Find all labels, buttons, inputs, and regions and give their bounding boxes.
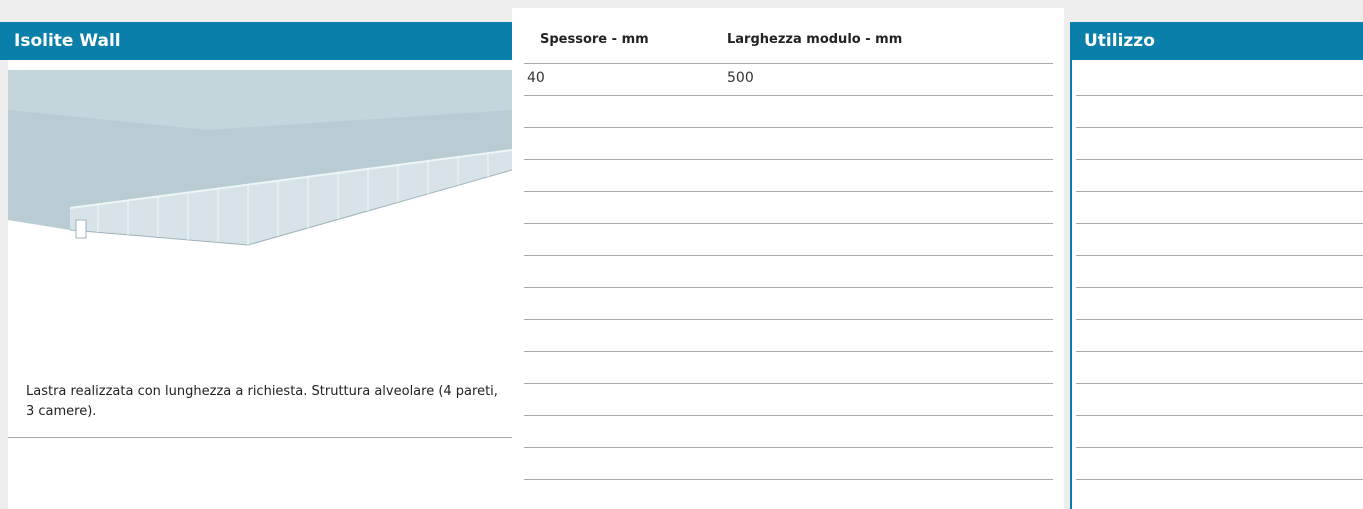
row-line bbox=[524, 319, 1053, 320]
row-line bbox=[1076, 383, 1363, 384]
row-line bbox=[524, 191, 1053, 192]
table-cell: 40 bbox=[527, 70, 545, 86]
row-line bbox=[1076, 351, 1363, 352]
description: Lastra realizzata con lunghezza a richie… bbox=[26, 382, 506, 422]
specs-panel bbox=[512, 8, 1064, 509]
row-line bbox=[1076, 127, 1363, 128]
row-line bbox=[1076, 287, 1363, 288]
row-line bbox=[1076, 223, 1363, 224]
row-line bbox=[1076, 159, 1363, 160]
row-line bbox=[1076, 447, 1363, 448]
row-line bbox=[1076, 479, 1363, 480]
row-line bbox=[1076, 415, 1363, 416]
row-line bbox=[1076, 191, 1363, 192]
product-image bbox=[8, 70, 512, 284]
row-line bbox=[524, 63, 1053, 64]
row-line bbox=[524, 479, 1053, 480]
row-line bbox=[524, 383, 1053, 384]
usage-title: Utilizzo bbox=[1070, 22, 1363, 60]
product-title: Isolite Wall bbox=[0, 22, 512, 60]
row-line bbox=[524, 159, 1053, 160]
row-line bbox=[524, 127, 1053, 128]
row-line bbox=[1076, 255, 1363, 256]
table-cell: 500 bbox=[727, 70, 754, 86]
table-header: Larghezza modulo - mm bbox=[727, 32, 902, 47]
row-line bbox=[524, 447, 1053, 448]
row-line bbox=[524, 95, 1053, 96]
row-line bbox=[524, 287, 1053, 288]
row-line bbox=[524, 351, 1053, 352]
page: Isolite Wall Lastra realizzata con lungh… bbox=[0, 0, 1363, 509]
row-line bbox=[1076, 95, 1363, 96]
row-line bbox=[1076, 319, 1363, 320]
row-line bbox=[524, 223, 1053, 224]
table-header: Spessore - mm bbox=[540, 32, 649, 47]
row-line bbox=[524, 415, 1053, 416]
divider bbox=[8, 437, 512, 438]
row-line bbox=[524, 255, 1053, 256]
